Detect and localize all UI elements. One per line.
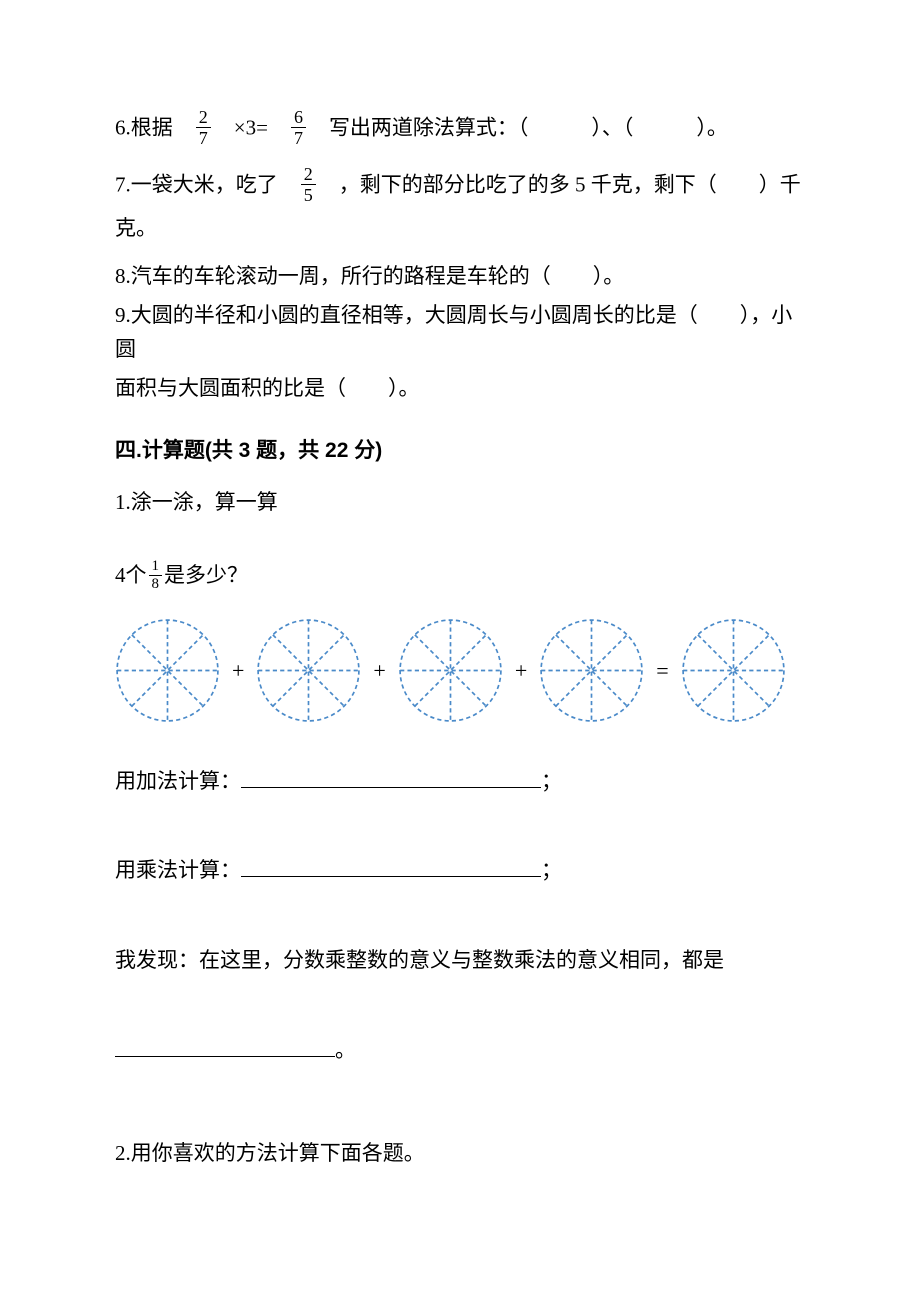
q7-after1: ，剩下的部分比吃了的多 5 千克，剩下（ ）千 — [339, 172, 801, 196]
s4-q2-title: 2.用你喜欢的方法计算下面各题。 — [115, 1137, 805, 1171]
circle-2-svg — [256, 618, 361, 723]
q7-frac-den: 5 — [301, 184, 316, 204]
op-plus-1: + — [230, 653, 246, 688]
mul-blank[interactable] — [241, 855, 541, 877]
q9-line1: 9.大圆的半径和小圆的直径相等，大圆周长与小圆周长的比是（ ），小圆 — [115, 299, 805, 366]
add-line: 用加法计算： ； — [115, 765, 805, 799]
q6-after: 写出两道除法算式：（ ）、（ ）。 — [329, 115, 728, 139]
circle-5-svg — [681, 618, 786, 723]
section-4-title: 四.计算题(共 3 题，共 22 分) — [115, 434, 805, 468]
question-9: 9.大圆的半径和小圆的直径相等，大圆周长与小圆周长的比是（ ），小圆 面积与大圆… — [115, 299, 805, 406]
q7-frac-num: 2 — [301, 165, 316, 184]
q6-frac1-den: 7 — [196, 127, 211, 147]
add-semicolon: ； — [541, 769, 562, 793]
s4-q1-ask-frac-num: 1 — [149, 559, 163, 575]
circle-1-svg — [115, 618, 220, 723]
circle-3 — [398, 618, 503, 723]
discover-line: 我发现：在这里，分数乘整数的意义与整数乘法的意义相同，都是 — [115, 944, 805, 978]
q7-frac: 2 5 — [301, 165, 316, 204]
s4-q1-ask-frac-den: 8 — [149, 575, 163, 592]
circle-2 — [256, 618, 361, 723]
op-plus-3: + — [513, 653, 529, 688]
add-label: 用加法计算： — [115, 769, 241, 793]
question-6: 6.根据 2 7 ×3= 6 7 写出两道除法算式：（ ）、（ ）。 — [115, 110, 805, 149]
discover-blank-line: 。 — [115, 1034, 805, 1068]
q6-prefix: 6.根据 — [115, 115, 173, 139]
circles-row: + + + — [115, 618, 805, 723]
add-blank[interactable] — [241, 766, 541, 788]
q6-mid: ×3= — [234, 115, 268, 139]
q6-frac1-num: 2 — [196, 108, 211, 127]
discover-blank[interactable] — [115, 1035, 335, 1057]
discover-period: 。 — [335, 1038, 356, 1062]
q7-prefix: 7.一袋大米，吃了 — [115, 172, 278, 196]
question-7: 7.一袋大米，吃了 2 5 ，剩下的部分比吃了的多 5 千克，剩下（ ）千 克。 — [115, 167, 805, 246]
circle-5 — [681, 618, 786, 723]
s4-q1-ask-pre: 4个 — [115, 563, 147, 587]
mul-line: 用乘法计算： ； — [115, 854, 805, 888]
circle-4 — [539, 618, 644, 723]
s4-q1-title: 1.涂一涂，算一算 — [115, 486, 805, 520]
circle-3-svg — [398, 618, 503, 723]
q6-frac2-num: 6 — [291, 108, 306, 127]
circle-1 — [115, 618, 220, 723]
q9-line2: 面积与大圆面积的比是（ ）。 — [115, 372, 805, 406]
q7-line2: 克。 — [115, 212, 805, 246]
mul-label: 用乘法计算： — [115, 858, 241, 882]
q6-frac2: 6 7 — [291, 108, 306, 147]
circle-4-svg — [539, 618, 644, 723]
s4-q1-ask-post: 是多少？ — [164, 563, 248, 587]
q6-frac1: 2 7 — [196, 108, 211, 147]
q6-frac2-den: 7 — [291, 127, 306, 147]
s4-q1-ask: 4个 1 8 是多少？ — [115, 559, 805, 594]
op-eq: = — [654, 653, 670, 688]
s4-q1-ask-frac: 1 8 — [149, 559, 163, 592]
mul-semicolon: ； — [541, 858, 562, 882]
op-plus-2: + — [371, 653, 387, 688]
question-8: 8.汽车的车轮滚动一周，所行的路程是车轮的（ ）。 — [115, 260, 805, 294]
